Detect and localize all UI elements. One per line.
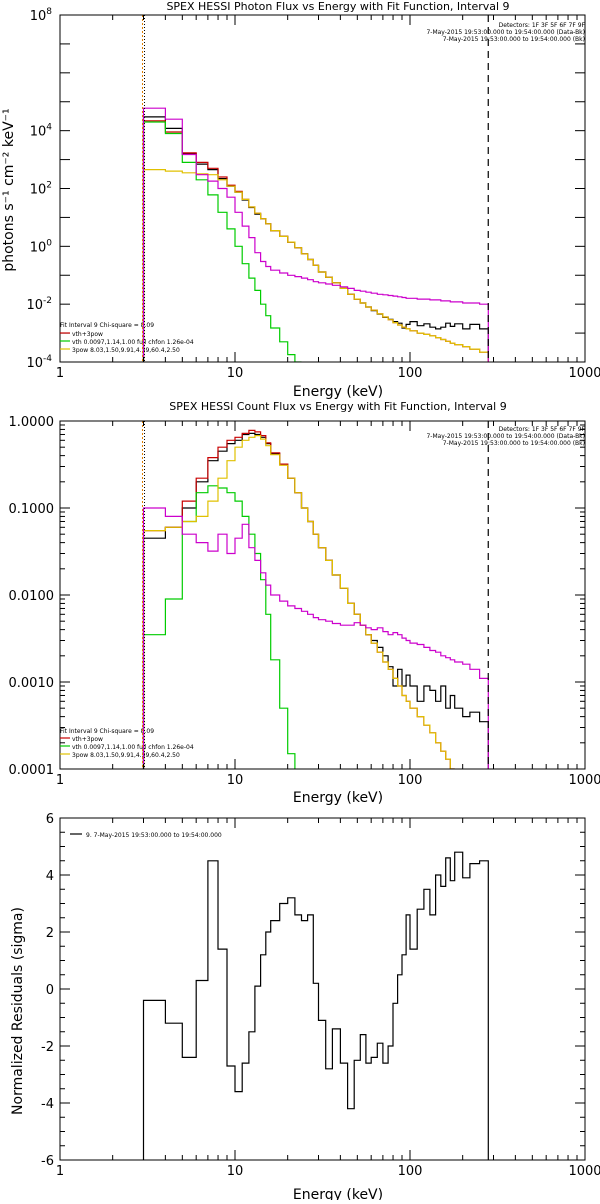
photon-flux-ytick-label-1: 10-2 <box>26 296 52 313</box>
photon-flux-ytick-label-4: 104 <box>30 123 53 140</box>
photon-flux-time-data: 7-May-2015 19:53:00.000 to 19:54:00.000 … <box>426 29 585 36</box>
count-flux-ytick-label-0: 0.0001 <box>9 763 55 778</box>
photon-flux-ytick-label-3: 102 <box>30 181 52 198</box>
residuals-ylabel: Normalized Residuals (sigma) <box>10 907 26 1115</box>
photon-flux-detectors: Detectors: 1F 3F 5F 6F 7F 9F <box>499 22 586 29</box>
count-flux-xtick-label-1: 10 <box>227 773 244 788</box>
count-flux-ytick-label-3: 0.1000 <box>9 502 55 517</box>
residuals-legend-entry-0: 9. 7-May-2015 19:53:00.000 to 19:54:00.0… <box>86 832 222 839</box>
count-flux-time-data: 7-May-2015 19:53:00.000 to 19:54:00.000 … <box>426 433 585 440</box>
count-flux-ytick-label-1: 0.0010 <box>9 676 55 691</box>
photon-flux-ylabel: photons s⁻¹ cm⁻² keV⁻¹ <box>1 108 17 271</box>
count-flux-legend-title: Fit Interval 9 Chi-square = 8.09 <box>60 728 154 735</box>
residuals-ytick-label-0: -6 <box>41 1154 54 1169</box>
photon-flux-series-4 <box>144 108 489 362</box>
photon-flux-xlabel: Energy (keV) <box>293 384 383 400</box>
photon-flux-series-0 <box>144 117 489 362</box>
residuals-ytick-label-1: -4 <box>41 1097 54 1112</box>
count-flux-legend-entry-0: vth+3pow <box>72 736 103 743</box>
count-flux-series-0 <box>144 433 489 769</box>
residuals-ytick-label-4: 2 <box>46 926 54 941</box>
count-flux-ytick-label-4: 1.0000 <box>9 415 55 430</box>
count-flux-xlabel: Energy (keV) <box>293 790 383 806</box>
photon-flux-legend-entry-1: vth 0.0097,1.14,1.00 full chfon 1.26e-04 <box>72 339 194 346</box>
count-flux-xtick-label-3: 1000 <box>568 773 600 788</box>
residuals-xtick-label-3: 1000 <box>568 1164 600 1179</box>
photon-flux-ytick-label-5: 108 <box>30 7 53 24</box>
count-flux-panel: SPEX HESSI Count Flux vs Energy with Fit… <box>9 400 600 806</box>
photon-flux-xtick-label-1: 10 <box>227 366 244 381</box>
residuals-panel: Energy (keV) Normalized Residuals (sigma… <box>10 812 600 1200</box>
count-flux-legend-entry-1: vth 0.0097,1.14,1.00 full chfon 1.26e-04 <box>72 744 194 751</box>
count-flux-series-3 <box>144 436 455 769</box>
residuals-xtick-label-2: 100 <box>398 1164 423 1179</box>
residuals-ytick-label-6: 6 <box>46 812 54 827</box>
photon-flux-xtick-label-0: 1 <box>56 366 64 381</box>
residuals-xtick-label-0: 1 <box>56 1164 64 1179</box>
residuals-frame <box>60 818 585 1160</box>
photon-flux-series-3 <box>144 170 489 362</box>
count-flux-xtick-label-0: 1 <box>56 773 64 788</box>
photon-flux-series-1 <box>144 121 489 362</box>
photon-flux-title: SPEX HESSI Photon Flux vs Energy with Fi… <box>166 0 509 13</box>
photon-flux-frame <box>60 15 585 362</box>
count-flux-series-2 <box>144 486 295 769</box>
photon-flux-ytick-label-0: 10-4 <box>26 354 52 371</box>
photon-flux-ytick-label-2: 100 <box>30 238 53 255</box>
residuals-xlabel: Energy (keV) <box>293 1187 383 1200</box>
count-flux-detectors: Detectors: 1F 3F 5F 6F 7F 9F <box>499 426 586 433</box>
photon-flux-panel: SPEX HESSI Photon Flux vs Energy with Fi… <box>1 0 600 400</box>
count-flux-frame <box>60 421 585 769</box>
residuals-xtick-label-1: 10 <box>227 1164 244 1179</box>
residuals-ytick-label-3: 0 <box>46 983 54 998</box>
photon-flux-legend-entry-0: vth+3pow <box>72 331 103 338</box>
count-flux-time-bk: 7-May-2015 19:53:00.000 to 19:54:00.000 … <box>443 440 585 447</box>
residuals-ytick-label-2: -2 <box>41 1040 54 1055</box>
count-flux-ytick-label-2: 0.0100 <box>9 589 55 604</box>
photon-flux-time-bk: 7-May-2015 19:53:00.000 to 19:54:00.000 … <box>443 36 585 43</box>
count-flux-title: SPEX HESSI Count Flux vs Energy with Fit… <box>169 400 506 413</box>
photon-flux-xtick-label-3: 1000 <box>568 366 600 381</box>
photon-flux-legend-entry-2: 3pow 8.03,1.50,9.91,4.39,60.4,2.50 <box>72 347 180 354</box>
photon-flux-legend-title: Fit Interval 9 Chi-square = 8.09 <box>60 322 154 329</box>
photon-flux-xtick-label-2: 100 <box>398 366 423 381</box>
count-flux-series-1 <box>144 430 455 769</box>
photon-flux-series-2 <box>144 122 302 362</box>
count-flux-legend-entry-2: 3pow 8.03,1.50,9.91,4.39,60.4,2.50 <box>72 752 180 759</box>
count-flux-series-4 <box>144 508 489 769</box>
residuals-series-0 <box>144 852 489 1160</box>
count-flux-xtick-label-2: 100 <box>398 773 423 788</box>
residuals-ytick-label-5: 4 <box>46 869 54 884</box>
